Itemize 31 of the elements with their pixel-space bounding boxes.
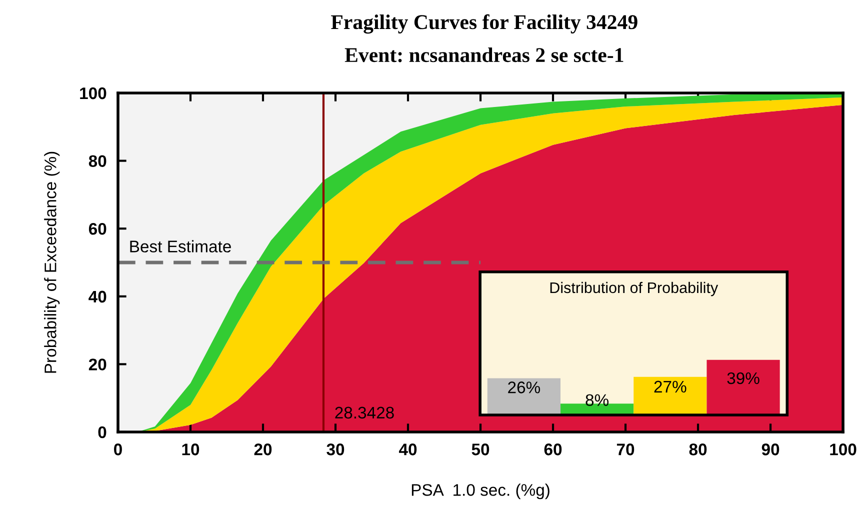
x-tick-label: 40 <box>398 444 417 456</box>
y-tick-label: 20 <box>88 358 106 370</box>
data-label: 27% <box>654 380 686 393</box>
x-tick-label: 0 <box>114 444 122 456</box>
data-label: 26% <box>508 382 540 394</box>
y-tick-label: 0 <box>98 426 106 438</box>
x-axis-title: PSA 1.0 sec. (%g) <box>412 484 550 500</box>
data-label: 8% <box>586 394 609 406</box>
bar <box>487 378 560 415</box>
x-tick-label: 80 <box>689 444 707 456</box>
data-label: 39% <box>727 372 760 384</box>
x-tick-label: 20 <box>254 444 272 456</box>
x-tick-label: 90 <box>762 444 780 456</box>
bar <box>634 376 707 415</box>
y-tick-label: 100 <box>80 87 106 100</box>
x-tick-label: 100 <box>830 444 856 456</box>
y-axis-title: Probability of Exceedance (%) <box>44 152 60 373</box>
chart-subtitle: Event: ncsanandreas 2 se scte-1 <box>344 47 624 62</box>
y-tick-label: 80 <box>88 155 106 167</box>
chart-title: Distribution of Probability <box>550 282 718 296</box>
x-tick-label: 10 <box>182 444 200 456</box>
x-tick-label: 60 <box>544 444 562 456</box>
y-tick-label: 40 <box>88 290 106 303</box>
series-label: Best Estimate <box>130 240 231 252</box>
chart-title: Fragility Curves for Facility 34249 <box>331 14 638 34</box>
bar <box>706 360 780 415</box>
x-tick-label: 30 <box>326 444 344 456</box>
ref-line-label: 28.3428 <box>335 406 394 419</box>
y-tick-label: 60 <box>88 222 106 235</box>
x-tick-label: 70 <box>616 444 634 456</box>
x-tick-label: 50 <box>472 444 490 456</box>
